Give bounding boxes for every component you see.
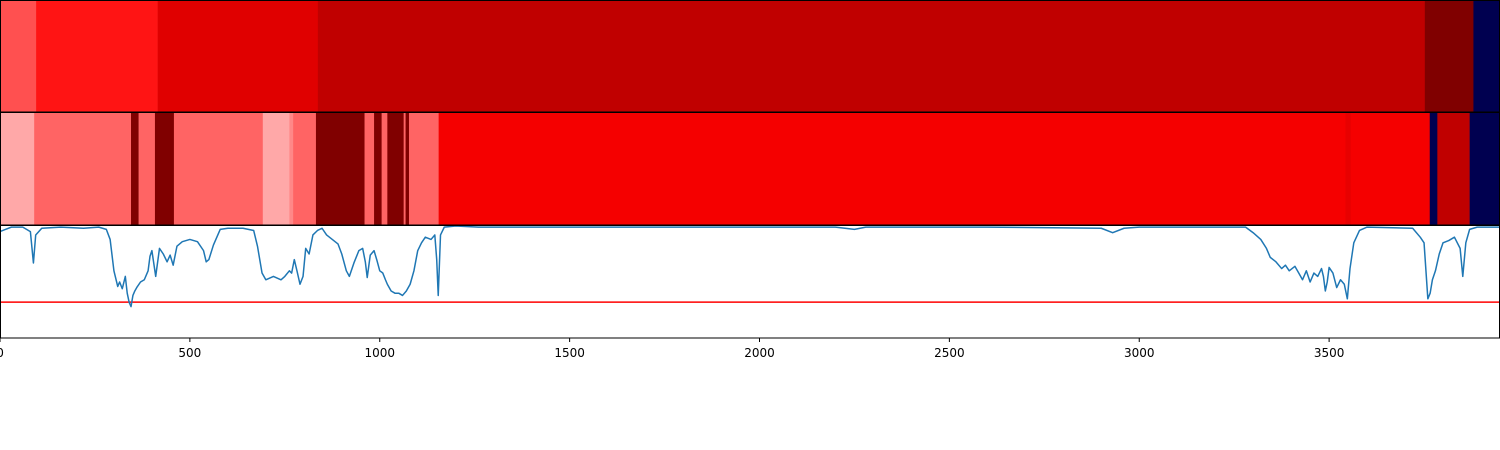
axes-frame: [0, 225, 1500, 339]
x-tick-label: 1500: [554, 346, 585, 360]
x-tick-label: 500: [178, 346, 201, 360]
heatmap-segment: [293, 113, 317, 225]
heatmap-segment: [1424, 1, 1474, 112]
line-plot-track: [0, 226, 1500, 308]
heatmap-segment: [374, 113, 382, 225]
heatmap-segment: [131, 113, 139, 225]
x-tick-label: 1000: [364, 346, 395, 360]
heatmap-segment: [34, 113, 132, 225]
heatmap-track-top: [0, 1, 1500, 112]
heatmap-segment: [1469, 113, 1500, 225]
heatmap-segment: [381, 113, 388, 225]
heatmap-segment: [289, 113, 294, 225]
x-tick-label: 2500: [934, 346, 965, 360]
heatmap-segment: [0, 113, 35, 225]
heatmap-segment: [1437, 113, 1470, 225]
heatmap-segment: [1429, 113, 1438, 225]
series-line: [0, 226, 1500, 308]
heatmap-segment: [0, 1, 37, 112]
x-tick-label: 0: [0, 346, 4, 360]
heatmap-segment: [1350, 113, 1431, 225]
heatmap-segment: [36, 1, 158, 112]
heatmap-segment: [173, 113, 264, 225]
heatmap-segment: [387, 113, 404, 225]
heatmap-segment: [364, 113, 375, 225]
heatmap-segment: [1473, 1, 1500, 112]
heatmap-segment: [315, 113, 365, 225]
heatmap-segment: [157, 1, 319, 112]
heatmap-segment: [138, 113, 156, 225]
heatmap-segment: [1345, 113, 1352, 225]
x-tick-label: 2000: [744, 346, 775, 360]
x-axis: 0 500 1000 1500 2000 2500 3000 3500: [0, 338, 1344, 360]
heatmap-segment: [262, 113, 290, 225]
heatmap-segment: [154, 113, 175, 225]
x-tick-label: 3500: [1314, 346, 1345, 360]
heatmap-segment: [403, 113, 406, 225]
x-tick-label: 3000: [1124, 346, 1155, 360]
heatmap-segment: [438, 113, 1346, 225]
heatmap-segment: [408, 113, 439, 225]
heatmap-segment: [405, 113, 410, 225]
heatmap-segment: [317, 1, 1426, 112]
heatmap-track-middle: [0, 113, 1500, 225]
